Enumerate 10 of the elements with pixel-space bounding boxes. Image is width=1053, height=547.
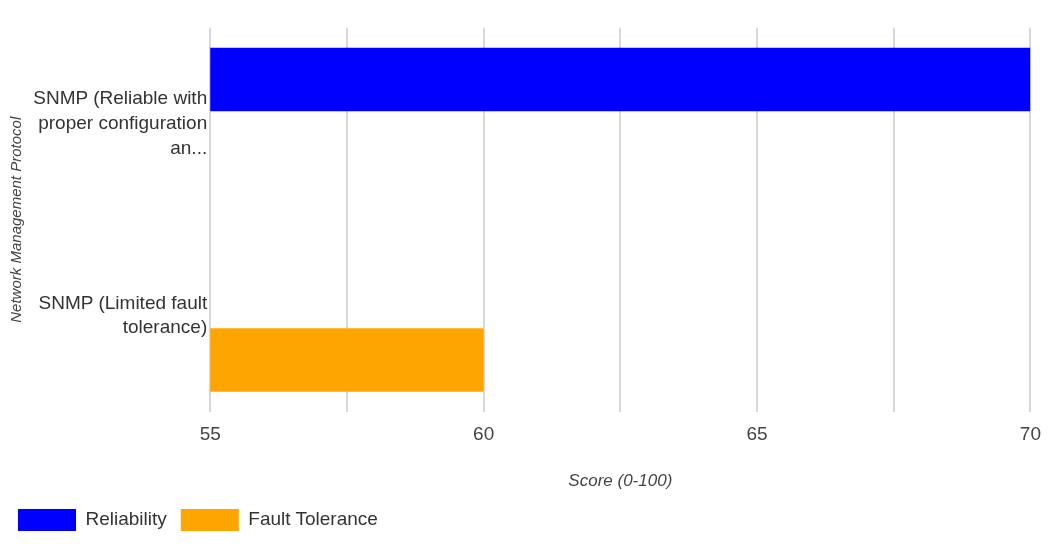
legend-label: Reliability — [85, 508, 168, 530]
x-tick-label: 70 — [1019, 423, 1041, 445]
legend-label: Fault Tolerance — [248, 508, 378, 530]
x-axis-title: Score (0-100) — [568, 470, 673, 490]
y-tick-label: SNMP (Reliable with proper configuration an... — [33, 87, 208, 158]
x-tick-label: 60 — [473, 423, 495, 445]
x-tick-label: 65 — [746, 423, 768, 445]
y-tick-label: SNMP (Limited fault tolerance) — [38, 291, 208, 338]
x-tick-label: 55 — [199, 423, 221, 445]
y-axis-title: Network Management Protocol — [7, 116, 25, 323]
